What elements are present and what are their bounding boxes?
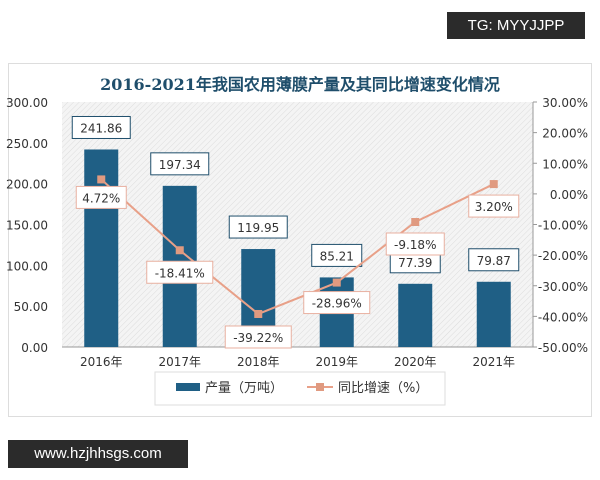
growth-point: [489, 180, 498, 189]
bar-data-label-box: [228, 215, 288, 239]
growth-point: [332, 278, 341, 287]
left-tick-label: 50.00: [14, 300, 48, 314]
left-tick-label: 250.00: [6, 137, 48, 151]
chart-title: 2016-2021年我国农用薄膜产量及其同比增速变化情况: [100, 75, 500, 94]
growth-point: [254, 309, 263, 318]
growth-data-label: 4.72%: [82, 191, 120, 205]
bar: [476, 281, 511, 347]
left-tick-label: 100.00: [6, 259, 48, 273]
bar-data-label-box: [71, 115, 131, 139]
legend-line-marker: [316, 383, 324, 391]
growth-line: [100, 178, 495, 316]
right-tick-label: -10.00%: [538, 219, 588, 233]
left-tick-label: 300.00: [6, 96, 48, 110]
bar-data-label-box: [468, 248, 520, 272]
right-tick-label: -50.00%: [538, 341, 588, 355]
bar-data-label: 77.39: [398, 256, 432, 270]
growth-data-label: -18.41%: [155, 266, 205, 280]
x-tick-label: 2019年: [315, 355, 358, 369]
plot-area: [62, 102, 533, 347]
bar: [398, 283, 433, 347]
x-tick-label: 2016年: [80, 355, 123, 369]
bar-data-label: 79.87: [477, 254, 511, 268]
bar-data-label-box: [311, 243, 363, 267]
growth-data-label: 3.20%: [475, 200, 513, 214]
bar-data-label: 241.86: [80, 121, 122, 135]
growth-data-label-box: [385, 232, 445, 256]
growth-data-label: -39.22%: [233, 331, 283, 345]
right-tick-label: -30.00%: [538, 280, 588, 294]
legend-bar-swatch: [176, 383, 200, 391]
legend: [154, 371, 446, 406]
x-tick-label: 2017年: [158, 355, 201, 369]
x-tick-label: 2018年: [237, 355, 280, 369]
right-tick-label: 20.00%: [542, 127, 588, 141]
right-tick-label: 0.00%: [550, 188, 588, 202]
watermark-bottom: www.hzjhhsgs.com: [8, 440, 188, 468]
right-tick-label: -40.00%: [538, 310, 588, 324]
growth-point: [97, 175, 106, 184]
right-tick-label: 30.00%: [542, 96, 588, 110]
bar-data-label: 197.34: [159, 158, 201, 172]
left-tick-label: 0.00: [21, 341, 48, 355]
left-tick-label: 200.00: [6, 178, 48, 192]
growth-data-label-box: [75, 185, 127, 209]
bar-data-label: 85.21: [320, 249, 354, 263]
growth-data-label-box: [303, 291, 371, 315]
bar-data-label-box: [150, 152, 210, 176]
growth-point: [411, 217, 420, 226]
growth-data-label: -9.18%: [394, 238, 436, 252]
growth-point: [175, 246, 184, 255]
left-tick-label: 150.00: [6, 219, 48, 233]
growth-data-label-box: [146, 260, 214, 284]
growth-data-label: -28.96%: [312, 297, 362, 311]
watermark-top: TG: MYYJJPP: [447, 12, 585, 39]
legend-bar-label: 产量（万吨）: [205, 381, 283, 396]
growth-data-label-box: [224, 325, 292, 349]
right-tick-label: -20.00%: [538, 249, 588, 263]
legend-line-label: 同比增速（%）: [338, 381, 428, 396]
right-tick-label: 10.00%: [542, 157, 588, 171]
bar-data-label: 119.95: [237, 221, 279, 235]
growth-data-label-box: [468, 194, 520, 218]
x-tick-label: 2021年: [472, 355, 515, 369]
x-tick-label: 2020年: [394, 355, 437, 369]
